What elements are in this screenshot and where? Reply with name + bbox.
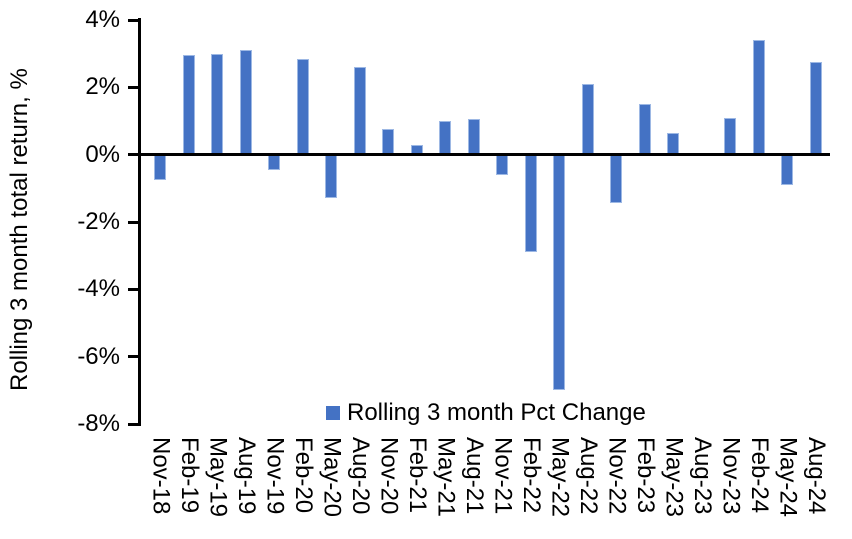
bar-Nov-23 — [724, 117, 737, 155]
y-tick-label: 0% — [85, 140, 120, 168]
x-tick-label: Nov-21 — [489, 437, 517, 515]
x-tick-label: Nov-18 — [147, 437, 175, 515]
y-tick-mark — [128, 153, 140, 157]
x-tick-label: Feb-20 — [289, 437, 317, 514]
x-tick-label: Feb-21 — [403, 437, 431, 514]
x-tick-label: Nov-22 — [603, 437, 631, 515]
bar-Nov-20 — [382, 129, 395, 155]
x-tick-label: Nov-20 — [375, 437, 403, 515]
bar-Aug-21 — [467, 119, 480, 155]
bar-May-24 — [781, 154, 794, 185]
bar-Nov-19 — [268, 154, 281, 170]
y-tick-mark — [128, 85, 140, 89]
legend-marker-square — [326, 406, 340, 420]
y-tick-mark — [128, 355, 140, 359]
x-tick-label: May-24 — [774, 437, 802, 518]
bar-Nov-21 — [496, 154, 509, 175]
x-tick-label: Feb-24 — [745, 437, 773, 514]
bar-May-19 — [211, 53, 224, 155]
bar-Feb-24 — [752, 40, 765, 155]
x-tick-label: May-20 — [318, 437, 346, 518]
x-tick-label: Feb-19 — [175, 437, 203, 514]
bar-Aug-22 — [581, 83, 594, 155]
legend: Rolling 3 month Pct Change — [326, 399, 646, 426]
bar-May-20 — [325, 154, 338, 199]
bar-Nov-22 — [610, 154, 623, 204]
y-tick-mark — [128, 287, 140, 291]
bar-Feb-23 — [638, 104, 651, 155]
x-tick-label: Nov-23 — [717, 437, 745, 515]
bar-Feb-20 — [296, 58, 309, 155]
y-tick-mark — [128, 422, 140, 426]
bar-Nov-18 — [154, 154, 167, 180]
x-tick-label: Feb-23 — [631, 437, 659, 514]
x-tick-label: May-19 — [204, 437, 232, 518]
y-tick-label: -8% — [77, 410, 120, 437]
y-tick-label: 2% — [85, 73, 120, 101]
x-tick-label: May-21 — [432, 437, 460, 518]
x-tick-label: May-23 — [660, 437, 688, 518]
bar-Feb-19 — [182, 55, 195, 155]
x-tick-label: Aug-19 — [232, 437, 260, 515]
zero-baseline — [140, 153, 830, 157]
y-tick-label: -4% — [77, 275, 120, 303]
y-tick-label: -2% — [77, 208, 120, 235]
bar-Aug-19 — [239, 50, 252, 155]
x-tick-label: Aug-24 — [802, 437, 830, 515]
legend-label: Rolling 3 month Pct Change — [347, 399, 646, 426]
x-tick-label: Aug-20 — [346, 437, 374, 515]
x-tick-label: May-22 — [546, 437, 574, 518]
x-tick-label: Aug-23 — [688, 437, 716, 515]
x-tick-label: Feb-22 — [517, 437, 545, 514]
y-tick-label: 4% — [85, 6, 120, 33]
y-tick-mark — [128, 220, 140, 224]
x-tick-label: Nov-19 — [261, 437, 289, 515]
bar-May-21 — [439, 121, 452, 155]
bar-Aug-20 — [353, 67, 366, 155]
y-axis-line — [138, 18, 141, 426]
y-tick-label: -6% — [77, 342, 120, 370]
bar-May-23 — [667, 132, 680, 155]
bar-Feb-22 — [524, 154, 537, 253]
x-tick-label: Aug-22 — [574, 437, 602, 515]
bar-May-22 — [553, 154, 566, 391]
y-tick-mark — [128, 18, 140, 22]
bar-Aug-24 — [809, 62, 822, 155]
x-tick-label: Aug-21 — [460, 437, 488, 515]
